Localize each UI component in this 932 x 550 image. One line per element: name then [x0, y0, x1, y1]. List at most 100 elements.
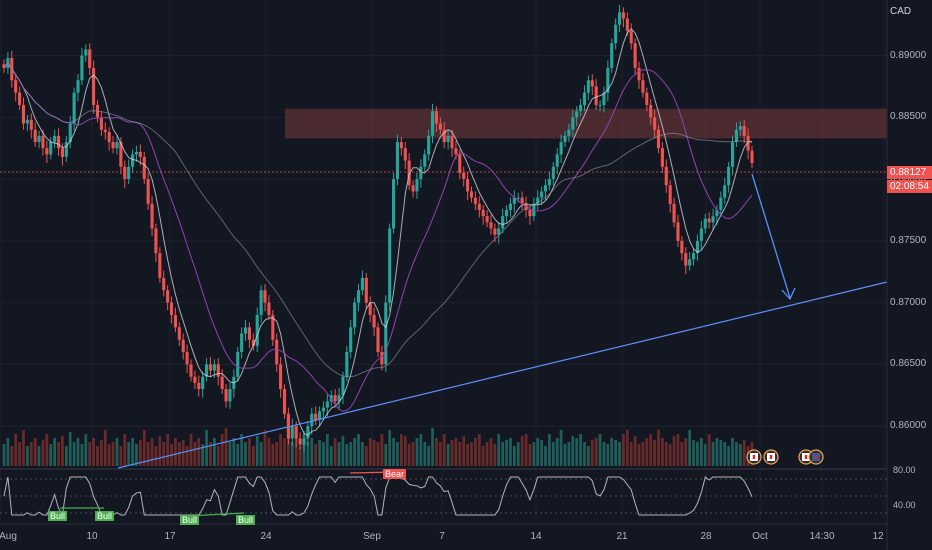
volume-bar: [64, 446, 68, 466]
volume-bar: [119, 446, 123, 466]
volume-bar: [641, 442, 645, 466]
candle-body: [349, 327, 353, 353]
volume-bar: [361, 442, 364, 466]
candle-body: [99, 117, 103, 130]
candle-body: [368, 302, 372, 315]
volume-bar: [174, 438, 177, 466]
candle-body: [680, 240, 684, 254]
candle-body: [76, 80, 80, 93]
volume-bar: [493, 444, 497, 466]
candle-body: [388, 228, 392, 303]
candle-body: [72, 92, 76, 124]
volume-bar: [232, 438, 236, 466]
volume-bar: [185, 446, 189, 466]
current-price-tag: 0.88127: [887, 166, 932, 179]
candle-body: [208, 364, 213, 371]
trend-line: [117, 281, 888, 469]
candle-body: [579, 104, 583, 112]
candle-body: [146, 179, 150, 204]
candle-body: [341, 376, 345, 396]
time-tick-label: 28: [700, 531, 712, 542]
candle-body: [501, 216, 505, 229]
volume-bar: [431, 428, 434, 466]
candle-body: [516, 197, 520, 199]
volume-bar: [516, 442, 520, 466]
volume-bar: [618, 442, 621, 466]
candle-body: [528, 209, 532, 217]
volume-bar: [707, 434, 711, 466]
candle-body: [493, 228, 497, 235]
candle-body: [220, 376, 224, 390]
candle-body: [236, 352, 240, 377]
candle-body: [434, 111, 438, 124]
candle-body: [201, 376, 205, 390]
volume-bar: [142, 430, 146, 466]
time-tick-label: 14:30: [809, 531, 835, 542]
volume-bar: [33, 438, 37, 466]
volume-bar: [37, 446, 41, 466]
candle-body: [169, 302, 174, 315]
volume-bar: [337, 442, 341, 466]
volume-bar: [88, 442, 92, 466]
candle-body: [676, 222, 680, 241]
volume-bar: [407, 444, 411, 466]
candle-body: [695, 240, 700, 254]
candle-body: [629, 30, 633, 44]
volume-bar: [396, 442, 399, 466]
candle-body: [750, 150, 754, 164]
volume-bar: [559, 430, 563, 466]
candle-body: [29, 119, 33, 130]
volume-bar: [719, 440, 723, 466]
candle-body: [684, 253, 688, 266]
volume-bar: [220, 434, 224, 466]
volume-bar: [10, 446, 14, 466]
candle-body: [746, 135, 750, 151]
volume-bar: [462, 436, 466, 466]
volume-bar: [310, 438, 314, 466]
candle-body: [107, 132, 111, 143]
volume-bar: [103, 430, 107, 466]
projection-arrow-line: [751, 173, 791, 299]
volume-bar: [248, 438, 251, 466]
volume-bar: [610, 438, 614, 466]
volume-bar: [485, 442, 489, 466]
volume-bar: [201, 444, 205, 466]
volume-bar: [684, 438, 688, 466]
candle-body: [134, 151, 139, 155]
volume-bar: [72, 442, 76, 466]
volume-bar: [384, 444, 388, 466]
chart-grid: [0, 0, 887, 524]
candle-body: [602, 92, 606, 105]
volume-bar: [376, 442, 380, 466]
candle-body: [49, 142, 53, 155]
volume-bar: [427, 446, 431, 466]
time-tick-label: 14: [530, 531, 542, 542]
volume-bar: [314, 444, 318, 466]
volume-bar: [629, 442, 633, 466]
time-tick-label: 24: [260, 531, 272, 542]
candle-body: [559, 142, 563, 155]
candle-body: [68, 123, 72, 143]
candle-body: [454, 148, 458, 155]
candle-body: [286, 413, 290, 439]
volume-bar: [84, 434, 88, 466]
candle-body: [738, 125, 742, 130]
volume-bar: [450, 440, 454, 466]
event-flag-mark: [814, 455, 818, 459]
volume-bar: [244, 442, 247, 466]
candle-body: [84, 49, 88, 56]
volume-bar: [166, 434, 169, 466]
candle-body: [158, 253, 162, 278]
slow-moving-average: [3, 62, 753, 412]
volume-bar: [318, 440, 321, 466]
volume-bar: [263, 430, 267, 466]
volume-bar: [6, 438, 10, 466]
volume-bar: [625, 430, 629, 466]
candle-body: [103, 129, 107, 133]
volume-bar: [131, 438, 134, 466]
volume-bar: [380, 434, 384, 466]
volume-bar: [520, 436, 524, 466]
candle-body: [508, 203, 513, 210]
volume-bar: [477, 434, 481, 466]
